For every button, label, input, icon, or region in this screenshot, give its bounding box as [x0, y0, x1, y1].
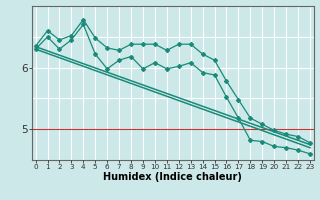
X-axis label: Humidex (Indice chaleur): Humidex (Indice chaleur)	[103, 172, 242, 182]
